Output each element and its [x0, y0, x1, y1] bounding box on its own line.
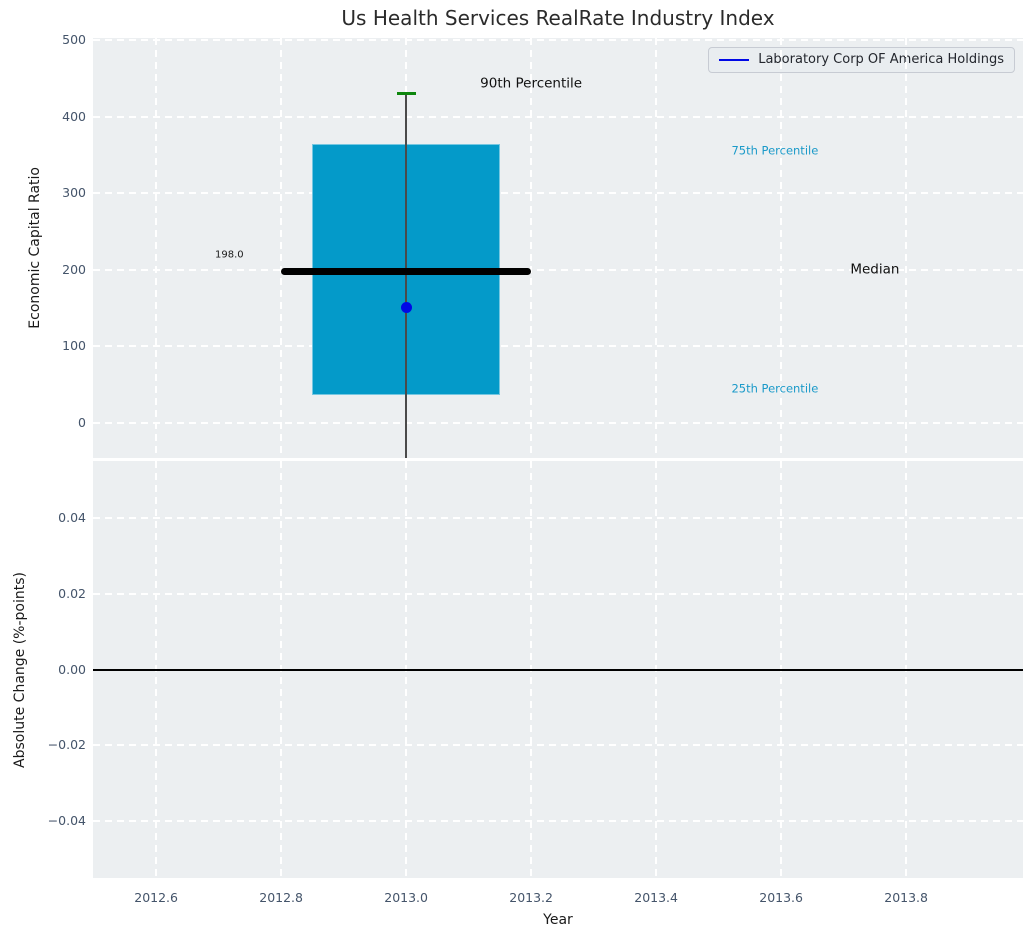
whisker-cap-90th-percentile: [396, 92, 416, 96]
xtick-label-2013.0: 2013.0: [384, 890, 428, 905]
gridline-vertical: [655, 38, 658, 458]
gridline-horizontal: [93, 820, 1023, 823]
gridline-vertical: [155, 38, 158, 458]
annotation-25th-percentile: 25th Percentile: [731, 381, 819, 396]
gridline-horizontal: [93, 421, 1023, 424]
legend-line-icon: [719, 58, 750, 61]
gridline-vertical: [780, 38, 783, 458]
xtick-label-2013.8: 2013.8: [884, 890, 928, 905]
gridline-horizontal: [93, 39, 1023, 42]
gridline-vertical: [280, 38, 283, 458]
y-axis-label-top: Economic Capital Ratio: [27, 167, 43, 329]
top-axes-economic-capital-ratio: Laboratory Corp OF America Holdings 198.…: [93, 38, 1023, 458]
xtick-label-2013.6: 2013.6: [759, 890, 803, 905]
company-data-point: [400, 301, 412, 313]
gridline-horizontal: [93, 115, 1023, 118]
zero-line: [93, 668, 1023, 671]
median-line: [281, 267, 532, 275]
xtick-label-2013.4: 2013.4: [634, 890, 678, 905]
gridline-horizontal: [93, 268, 1023, 271]
gridline-horizontal: [93, 192, 1023, 195]
legend-label: Laboratory Corp OF America Holdings: [758, 52, 1004, 67]
xtick-label-2012.8: 2012.8: [259, 890, 303, 905]
whisker-line: [405, 93, 407, 458]
gridline-vertical: [905, 38, 908, 458]
annotation-median: Median: [850, 261, 900, 278]
bottom-axes-absolute-change: [93, 461, 1023, 878]
annotation-198.0: 198.0: [214, 249, 244, 260]
xtick-label-2012.6: 2012.6: [134, 890, 178, 905]
gridline-horizontal: [93, 516, 1023, 519]
annotation-90th-percentile: 90th Percentile: [480, 75, 583, 92]
gridline-horizontal: [93, 345, 1023, 348]
chart-title: Us Health Services RealRate Industry Ind…: [341, 6, 775, 30]
xtick-label-2013.2: 2013.2: [509, 890, 553, 905]
y-axis-label-bottom: Absolute Change (%-points): [12, 571, 28, 768]
gridline-horizontal: [93, 744, 1023, 747]
legend: Laboratory Corp OF America Holdings: [708, 47, 1015, 73]
gridline-horizontal: [93, 592, 1023, 595]
annotation-75th-percentile: 75th Percentile: [731, 143, 819, 158]
gridline-vertical: [530, 38, 533, 458]
x-axis-label: Year: [543, 912, 573, 928]
